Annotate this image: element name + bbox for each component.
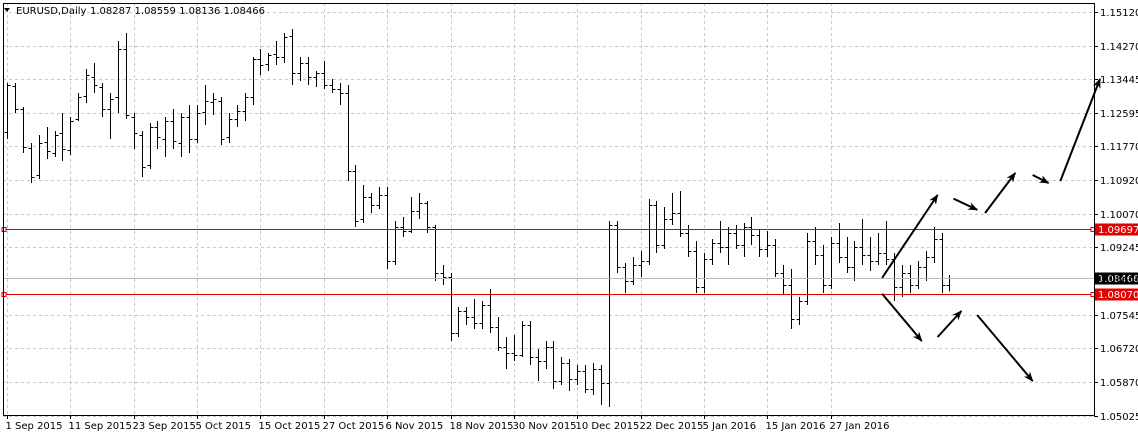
x-tick-label: 18 Nov 2015 [450,421,514,432]
x-tick-label: 11 Sep 2015 [69,421,132,432]
y-tick-label: 1.09245 [1100,243,1138,254]
y-tick-label: 1.14270 [1100,42,1138,53]
x-tick-label: 10 Dec 2015 [576,421,640,432]
x-tick-label: 30 Nov 2015 [513,421,577,432]
x-tick-label: 22 Dec 2015 [640,421,704,432]
x-tick-label: 15 Oct 2015 [259,421,321,432]
y-tick-label: 1.05025 [1100,412,1138,423]
ohlc-readout: 1.08287 1.08559 1.08136 1.08466 [90,6,265,17]
y-tick-label: 1.08466 [1100,274,1138,285]
x-tick-label: 6 Nov 2015 [386,421,444,432]
chart-header: EURUSD,Daily 1.08287 1.08559 1.08136 1.0… [4,6,265,17]
chart-title: EURUSD,Daily [16,6,87,17]
y-tick-label: 1.07545 [1100,311,1138,322]
x-tick-label: 5 Jan 2016 [703,421,757,432]
level-price-label: 1.09697 [1098,225,1138,236]
x-tick-label: 1 Sep 2015 [6,421,63,432]
y-tick-label: 1.05870 [1100,378,1138,389]
y-tick-label: 1.06720 [1100,344,1138,355]
y-tick-label: 1.11770 [1100,142,1138,153]
x-tick-label: 27 Jan 2016 [830,421,890,432]
y-tick-label: 1.13445 [1100,75,1138,86]
y-tick-label: 1.10920 [1100,176,1138,187]
y-tick-label: 1.15120 [1100,8,1138,19]
x-tick-label: 5 Oct 2015 [196,421,251,432]
x-tick-label: 15 Jan 2016 [766,421,826,432]
x-tick-label: 23 Sep 2015 [133,421,196,432]
x-tick-label: 27 Oct 2015 [323,421,385,432]
y-tick-label: 1.12595 [1100,109,1138,120]
level-price-label: 1.08070 [1098,290,1138,301]
y-tick-label: 1.10070 [1100,210,1138,221]
